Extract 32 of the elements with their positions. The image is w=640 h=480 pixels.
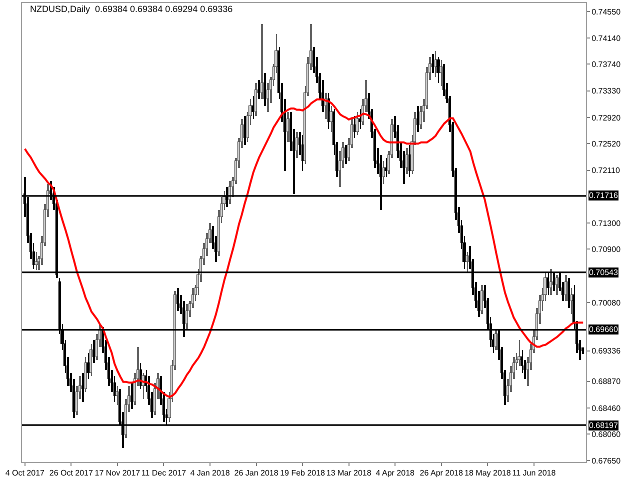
ref-line-label: 0.70543 [589, 268, 618, 277]
x-tick-label: 26 Oct 2017 [49, 468, 94, 478]
x-tick-label: 4 Apr 2018 [376, 468, 416, 478]
y-tick-label: 0.70900 [592, 244, 622, 254]
chart-title: NZDUSD,Daily 0.69384 0.69384 0.69294 0.69336 [30, 4, 233, 14]
x-tick-label: 17 Nov 2017 [94, 468, 141, 478]
x-tick-label: 4 Oct 2017 [5, 468, 46, 478]
x-tick-label: 11 Dec 2017 [141, 468, 187, 478]
x-tick-label: 18 May 2018 [464, 468, 512, 478]
y-tick-label: 0.73330 [592, 86, 622, 96]
y-tick-label: 0.67650 [592, 456, 622, 466]
ref-line-label: 0.69660 [589, 325, 618, 334]
y-tick-label: 0.68870 [592, 377, 622, 386]
x-tick-label: 26 Apr 2018 [420, 468, 464, 478]
y-tick-label: 0.68460 [592, 404, 622, 413]
x-tick-label: 19 Feb 2018 [280, 468, 326, 478]
y-tick-label: 0.68060 [592, 430, 622, 439]
x-tick-label: 13 Mar 2018 [326, 468, 372, 478]
x-tick-label: 26 Jan 2018 [234, 468, 279, 478]
y-tick-label: 0.73740 [592, 60, 622, 69]
y-tick-label: 0.69336 [592, 346, 622, 356]
y-tick-label: 0.72520 [592, 139, 622, 148]
ref-line-label: 0.68197 [589, 421, 618, 430]
y-tick-label: 0.72920 [592, 113, 622, 122]
y-tick-label: 0.72110 [592, 166, 620, 176]
y-tick-label: 0.74550 [592, 7, 622, 16]
y-tick-label: 0.74140 [592, 34, 622, 43]
ref-line-label: 0.71716 [589, 191, 618, 200]
x-tick-label: 4 Jan 2018 [190, 468, 230, 478]
y-tick-label: 0.70080 [592, 298, 622, 308]
y-tick-label: 0.71300 [592, 218, 622, 228]
x-tick-label: 11 Jun 2018 [512, 468, 556, 478]
